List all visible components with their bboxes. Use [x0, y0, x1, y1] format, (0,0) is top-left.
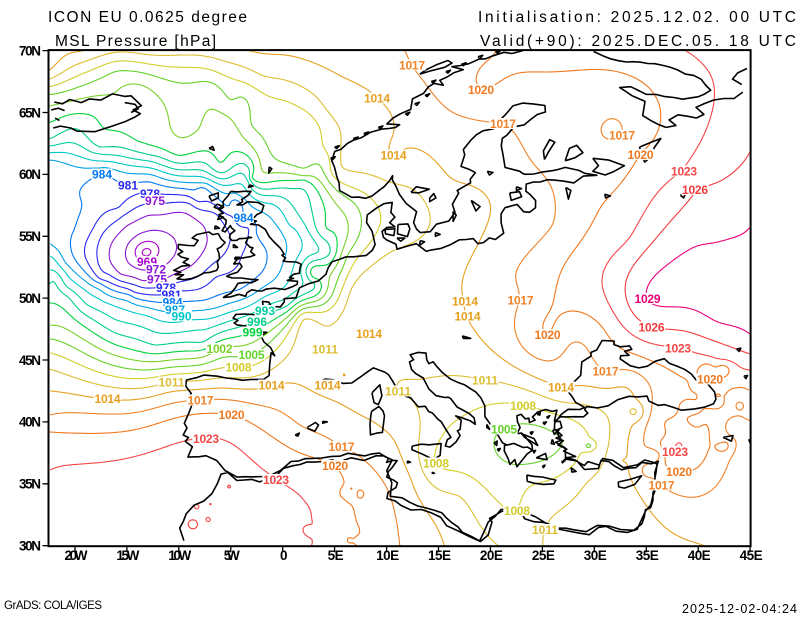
svg-text:1020: 1020 [322, 459, 348, 473]
svg-text:1014: 1014 [455, 309, 481, 323]
svg-text:1017: 1017 [508, 293, 534, 307]
svg-text:1020: 1020 [468, 83, 494, 97]
svg-text:1014: 1014 [381, 148, 407, 162]
svg-text:993: 993 [255, 304, 275, 318]
svg-text:1017: 1017 [609, 128, 635, 142]
svg-text:1014: 1014 [95, 392, 121, 406]
svg-text:1023: 1023 [263, 473, 289, 487]
svg-text:1020: 1020 [535, 328, 561, 342]
svg-text:1014: 1014 [259, 378, 285, 392]
svg-text:30N: 30N [19, 539, 41, 554]
svg-text:2025-12-02-04:24: 2025-12-02-04:24 [682, 602, 797, 616]
svg-text:20W: 20W [65, 548, 88, 563]
svg-text:1023: 1023 [665, 341, 691, 355]
svg-text:1020: 1020 [219, 408, 245, 422]
svg-text:30E: 30E [584, 548, 607, 563]
svg-text:50N: 50N [19, 291, 41, 306]
svg-text:1008: 1008 [510, 399, 536, 413]
svg-text:40N: 40N [19, 415, 41, 430]
svg-text:5W: 5W [224, 548, 240, 563]
svg-text:25E: 25E [532, 548, 555, 563]
svg-text:1017: 1017 [188, 393, 214, 407]
svg-text:1008: 1008 [423, 456, 449, 470]
svg-text:55N: 55N [19, 229, 41, 244]
svg-text:15E: 15E [428, 548, 451, 563]
svg-text:1029: 1029 [635, 292, 661, 306]
svg-text:1014: 1014 [364, 91, 390, 105]
svg-text:GrADS: COLA/IGES: GrADS: COLA/IGES [4, 600, 102, 612]
svg-text:1002: 1002 [207, 342, 233, 356]
svg-text:1011: 1011 [472, 373, 498, 387]
svg-text:984: 984 [92, 167, 112, 181]
svg-text:1005: 1005 [491, 422, 517, 436]
svg-text:1017: 1017 [329, 440, 355, 454]
svg-text:990: 990 [172, 309, 192, 323]
svg-text:15W: 15W [116, 548, 139, 563]
svg-text:1023: 1023 [193, 432, 219, 446]
svg-text:65N: 65N [19, 105, 41, 120]
svg-text:996: 996 [247, 315, 267, 329]
svg-text:45E: 45E [740, 548, 763, 563]
svg-text:10E: 10E [376, 548, 399, 563]
svg-text:981: 981 [118, 178, 138, 192]
svg-text:1011: 1011 [532, 523, 558, 537]
svg-text:0: 0 [280, 548, 288, 563]
svg-text:1017: 1017 [399, 58, 425, 72]
svg-text:1023: 1023 [662, 445, 688, 459]
svg-text:10W: 10W [168, 548, 191, 563]
svg-text:1011: 1011 [159, 375, 185, 389]
svg-text:1005: 1005 [239, 348, 265, 362]
svg-text:1011: 1011 [312, 342, 338, 356]
svg-text:1026: 1026 [682, 183, 708, 197]
svg-text:1014: 1014 [548, 380, 574, 394]
svg-text:35N: 35N [19, 477, 41, 492]
svg-text:1017: 1017 [649, 478, 675, 492]
svg-text:1026: 1026 [639, 320, 665, 334]
svg-text:999: 999 [243, 325, 263, 339]
svg-text:35E: 35E [636, 548, 659, 563]
svg-text:1017: 1017 [593, 364, 619, 378]
svg-text:40E: 40E [688, 548, 711, 563]
svg-text:MSL Pressure [hPa]: MSL Pressure [hPa] [55, 33, 216, 50]
svg-text:1020: 1020 [666, 465, 692, 479]
svg-text:Initialisation: 2025.12.02. 00: Initialisation: 2025.12.02. 00 UTC [478, 9, 796, 26]
svg-text:972: 972 [146, 262, 166, 276]
svg-text:1020: 1020 [697, 372, 723, 386]
svg-text:ICON EU 0.0625 degree: ICON EU 0.0625 degree [48, 9, 247, 26]
svg-text:20E: 20E [480, 548, 503, 563]
svg-text:1014: 1014 [315, 378, 341, 392]
svg-text:1008: 1008 [226, 360, 252, 374]
svg-text:975: 975 [145, 194, 165, 208]
svg-text:1017: 1017 [490, 117, 516, 131]
svg-text:1014: 1014 [452, 294, 478, 308]
svg-text:1020: 1020 [628, 148, 654, 162]
svg-text:Valid(+90): 2025.DEC.05. 18 UT: Valid(+90): 2025.DEC.05. 18 UTC [480, 33, 796, 50]
svg-text:1008: 1008 [504, 504, 530, 518]
svg-text:45N: 45N [19, 353, 41, 368]
svg-text:70N: 70N [19, 43, 41, 58]
svg-text:1011: 1011 [385, 384, 411, 398]
svg-text:5E: 5E [328, 548, 344, 563]
svg-text:984: 984 [234, 211, 254, 225]
svg-text:1023: 1023 [671, 164, 697, 178]
svg-text:60N: 60N [19, 167, 41, 182]
svg-text:1014: 1014 [356, 327, 382, 341]
